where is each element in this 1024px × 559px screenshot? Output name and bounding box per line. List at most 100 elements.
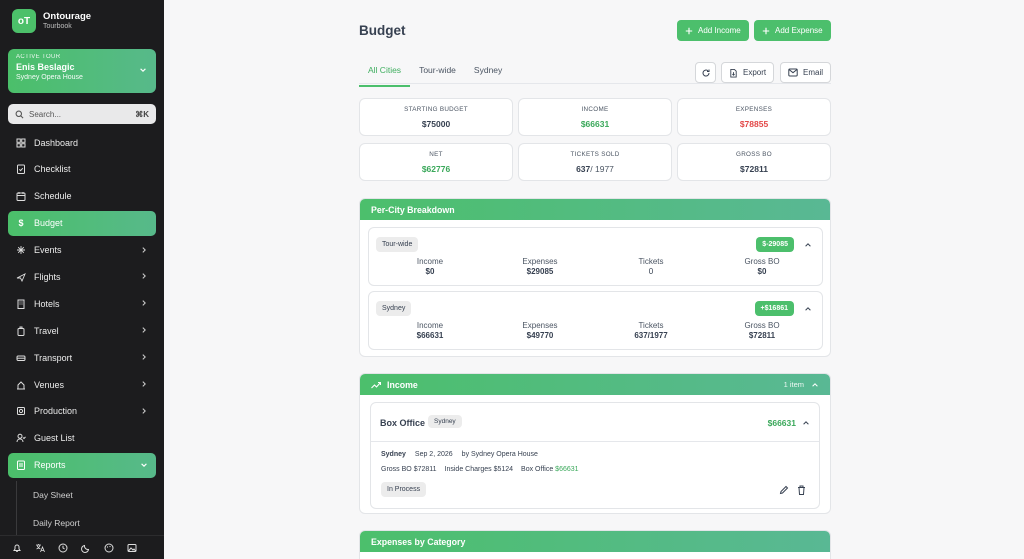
stat-label: INCOME <box>581 106 609 113</box>
income-item-details: Gross BO $72811 Inside Charges $5124 Box… <box>381 466 579 473</box>
chevron-right-icon <box>140 299 148 307</box>
stat-gross-bo: GROSS BO $72811 <box>677 143 831 181</box>
inside-charges-value: $5124 <box>493 466 514 473</box>
sidebar-item-label: Schedule <box>34 191 72 202</box>
sidebar-item-venues[interactable]: Venues <box>8 372 156 397</box>
chevron-up-icon[interactable] <box>804 241 812 249</box>
stat-value: $78855 <box>739 119 769 129</box>
search-input[interactable]: Search... ⌘K <box>8 104 156 124</box>
panel-header[interactable]: Per-City Breakdown <box>360 199 830 220</box>
add-expense-button[interactable]: Add Expense <box>754 20 831 41</box>
stat-value: $62776 <box>421 164 451 174</box>
sidebar-item-label: Budget <box>34 218 63 229</box>
city-net-badge: +$16861 <box>754 301 794 316</box>
edit-icon[interactable] <box>779 485 789 495</box>
chevron-up-icon[interactable] <box>802 419 810 427</box>
bell-icon[interactable] <box>12 543 35 553</box>
city-gross-value: $72811 <box>748 331 776 340</box>
city-card-sydney[interactable]: Sydney +$16861 Income $66631 Expenses $497… <box>368 291 823 350</box>
sidebar-item-hotels[interactable]: Hotels <box>8 291 156 316</box>
sidebar-item-checklist[interactable]: Checklist <box>8 157 156 182</box>
sidebar-item-label: Events <box>34 245 62 256</box>
palette-icon[interactable] <box>104 543 127 553</box>
sidebar-item-reports[interactable]: Reports <box>8 452 156 478</box>
chevron-right-icon <box>140 407 148 415</box>
chevron-up-icon[interactable] <box>811 381 819 389</box>
email-button[interactable]: Email <box>780 62 832 83</box>
income-by: by Sydney Opera House <box>461 451 538 458</box>
refresh-button[interactable] <box>695 62 716 83</box>
reports-submenu: Day Sheet Daily Report <box>16 481 164 537</box>
sidebar-item-transport[interactable]: Transport <box>8 345 156 370</box>
panel-title: Per-City Breakdown <box>371 204 455 215</box>
moon-icon[interactable] <box>81 543 104 553</box>
search-shortcut: ⌘K <box>135 109 149 119</box>
city-name-chip: Sydney <box>376 301 412 316</box>
trash-icon[interactable] <box>797 485 806 495</box>
city-gross-label: Gross BO <box>744 321 780 330</box>
active-tour-selector[interactable]: ACTIVE TOUR Enis Beslagic Sydney Opera H… <box>8 49 156 93</box>
status-badge: In Process <box>381 482 427 497</box>
city-gross: Gross BO $0 <box>707 257 817 276</box>
panel-header[interactable]: Expenses by Category <box>360 531 830 552</box>
add-income-button[interactable]: Add Income <box>677 20 749 41</box>
sidebar-item-budget[interactable]: $ Budget <box>8 210 156 236</box>
city-expenses-label: Expenses <box>522 321 558 330</box>
active-tour-venue: Sydney Opera House <box>16 74 83 81</box>
sidebar-item-label: Production <box>34 406 78 417</box>
export-button[interactable]: Export <box>721 62 775 83</box>
app-subtitle: Tourbook <box>43 23 72 30</box>
income-city: Sydney <box>381 451 406 458</box>
gross-label: Gross BO <box>381 466 412 473</box>
stat-income: INCOME $66631 <box>518 98 672 136</box>
clock-icon[interactable] <box>58 543 81 553</box>
image-icon[interactable] <box>127 543 150 553</box>
income-item-divider <box>371 441 819 442</box>
panel-header[interactable]: Income 1 item <box>360 374 830 395</box>
income-item-card[interactable]: Box Office Sydney $66631 Sydney Sep 2, 2… <box>370 402 820 509</box>
city-tickets-label: Tickets <box>638 257 664 266</box>
sidebar-item-schedule[interactable]: Schedule <box>8 184 156 209</box>
chevron-right-icon <box>140 246 148 254</box>
chevron-right-icon <box>140 272 148 280</box>
city-card-tour-wide[interactable]: Tour-wide $-29085 Income $0 Expenses $2908… <box>368 227 823 286</box>
city-tickets: Tickets 637/1977 <box>596 321 706 340</box>
plus-icon <box>685 27 693 35</box>
dollar-icon: $ <box>18 218 24 229</box>
tab-sydney[interactable]: Sydney <box>473 65 503 75</box>
stat-label: EXPENSES <box>735 106 773 113</box>
translate-icon[interactable] <box>35 543 58 553</box>
per-city-breakdown-panel: Per-City Breakdown Tour-wide $-29085 Inc… <box>359 198 831 357</box>
sidebar-subitem-daily-report[interactable]: Daily Report <box>33 518 80 528</box>
sidebar-item-production[interactable]: Production <box>8 399 156 424</box>
stat-label: TICKETS SOLD <box>570 151 620 158</box>
app-name: Ontourage <box>43 11 92 22</box>
brand[interactable]: oT Ontourage Tourbook <box>12 9 91 33</box>
sidebar-item-guest-list[interactable]: Guest List <box>8 426 156 451</box>
dashboard-icon <box>16 138 26 148</box>
chevron-down-icon <box>139 66 147 74</box>
export-label: Export <box>743 68 767 77</box>
stat-label: NET <box>429 151 443 158</box>
stat-value: $66631 <box>580 119 610 129</box>
chevron-up-icon[interactable] <box>804 305 812 313</box>
stat-value: 637/ 1977 <box>519 164 671 174</box>
city-expenses-value: $29085 <box>526 267 554 276</box>
tickets-sold-value: 637 <box>576 164 591 174</box>
sidebar-subitem-day-sheet[interactable]: Day Sheet <box>33 490 73 500</box>
sidebar-item-events[interactable]: Events <box>8 238 156 263</box>
tab-tour-wide[interactable]: Tour-wide <box>419 65 456 75</box>
sidebar-item-flights[interactable]: Flights <box>8 264 156 289</box>
sidebar-item-travel[interactable]: Travel <box>8 318 156 343</box>
city-tickets-value: 0 <box>648 267 654 276</box>
city-tickets-label: Tickets <box>638 321 664 330</box>
stat-label: GROSS BO <box>736 151 772 158</box>
city-expenses: Expenses $29085 <box>485 257 595 276</box>
sidebar-item-dashboard[interactable]: Dashboard <box>8 130 156 155</box>
income-item-meta: Sydney Sep 2, 2026 by Sydney Opera House <box>381 451 538 458</box>
gross-value: $72811 <box>413 466 437 473</box>
city-gross-value: $0 <box>757 267 767 276</box>
stat-value: $72811 <box>740 164 768 174</box>
tab-all-cities[interactable]: All Cities <box>359 62 411 87</box>
city-gross: Gross BO $72811 <box>707 321 817 340</box>
